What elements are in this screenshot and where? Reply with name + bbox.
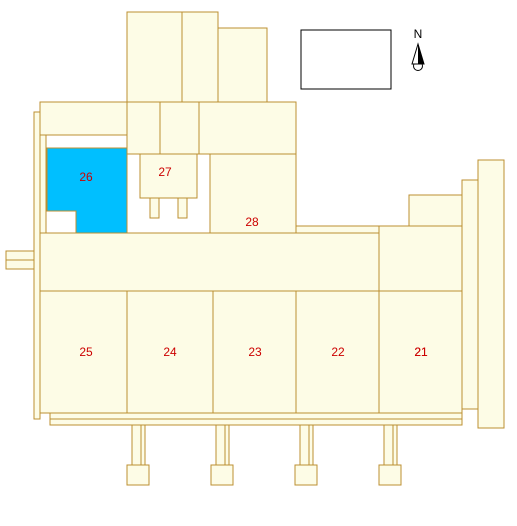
mid-strip-r bbox=[379, 226, 462, 291]
outer-rail-bottom bbox=[50, 419, 462, 425]
outer-rail-left bbox=[50, 413, 462, 419]
legend-box bbox=[301, 30, 391, 89]
top-block-right bbox=[218, 28, 267, 102]
room-28-upper bbox=[210, 154, 296, 244]
foot-4 bbox=[379, 465, 401, 485]
right-slab-inner bbox=[462, 180, 478, 409]
label-28: 28 bbox=[245, 215, 259, 229]
stem-1b bbox=[141, 425, 145, 465]
room-27-leg1 bbox=[150, 198, 159, 218]
label-25: 25 bbox=[79, 345, 93, 359]
stem-4 bbox=[384, 425, 393, 465]
label-24: 24 bbox=[163, 345, 177, 359]
stem-3 bbox=[300, 425, 309, 465]
left-rail-inner bbox=[40, 135, 46, 233]
label-22: 22 bbox=[331, 345, 345, 359]
left-stub-bot bbox=[6, 260, 34, 269]
left-rail-outer bbox=[34, 112, 40, 419]
foot-1 bbox=[127, 465, 149, 485]
label-27: 27 bbox=[158, 165, 172, 179]
compass-label: N bbox=[414, 27, 423, 41]
stem-2b bbox=[225, 425, 229, 465]
stem-3b bbox=[309, 425, 313, 465]
foot-2 bbox=[211, 465, 233, 485]
upper-bar-1 bbox=[40, 102, 127, 135]
foot-3 bbox=[295, 465, 317, 485]
stem-1 bbox=[132, 425, 141, 465]
label-23: 23 bbox=[248, 345, 262, 359]
mid-strip bbox=[40, 233, 379, 291]
label-21-sub: 21 bbox=[414, 345, 428, 359]
upper-bar-4 bbox=[199, 102, 296, 154]
room-26 bbox=[47, 148, 127, 233]
floorplan-canvas: 212223242526272821N bbox=[0, 0, 517, 526]
top-block-mid bbox=[182, 12, 218, 102]
upper-bar-2 bbox=[127, 102, 160, 154]
stem-2 bbox=[216, 425, 225, 465]
room-27-leg2 bbox=[178, 198, 187, 218]
compass-icon: N bbox=[412, 27, 424, 71]
upper-bar-3 bbox=[160, 102, 199, 154]
right-slab-outer bbox=[478, 160, 504, 428]
stem-4b bbox=[393, 425, 397, 465]
label-26: 26 bbox=[79, 170, 93, 184]
top-block-left bbox=[127, 12, 182, 102]
right-upper-block bbox=[409, 195, 462, 226]
left-stub-top bbox=[6, 251, 34, 260]
